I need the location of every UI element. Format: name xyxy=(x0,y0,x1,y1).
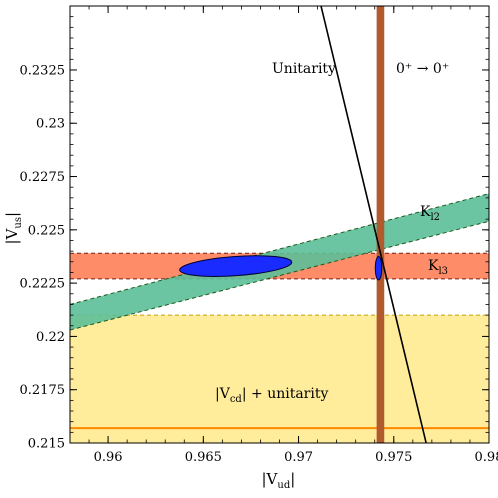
superallowed-band xyxy=(376,6,385,443)
x-tick-label: 0.96 xyxy=(94,450,123,465)
kl2-label: Kl2 xyxy=(420,204,440,223)
x-tick-label: 0.98 xyxy=(475,450,498,465)
unitarity-label: Unitarity xyxy=(272,61,336,77)
y-tick-label: 0.2325 xyxy=(20,63,66,78)
x-tick-label: 0.975 xyxy=(375,450,412,465)
annotations: |Vud| |Vus| Unitarity 0⁺ → 0⁺ Kl2 Kl3 |Vcd| + … xyxy=(3,61,449,491)
x-axis-title: |Vud| xyxy=(262,470,296,491)
superallowed-label: 0⁺ → 0⁺ xyxy=(396,61,449,77)
y-tick-label: 0.2225 xyxy=(20,277,66,292)
vcd-unitarity-band xyxy=(70,315,489,443)
fit-ellipse-2 xyxy=(374,255,383,281)
y-tick-label: 0.23 xyxy=(36,117,65,132)
axis-ticks: 0.96 0.965 0.97 0.975 0.98 0.215 0.2175 0.22 0.2… xyxy=(20,5,498,465)
kl2-band-edge xyxy=(70,193,489,305)
y-axis-title: |Vus| xyxy=(3,212,24,245)
unitarity-line xyxy=(320,6,427,443)
x-tick-label: 0.97 xyxy=(284,450,313,465)
plot-area xyxy=(70,6,489,443)
y-tick-label: 0.2275 xyxy=(20,170,66,185)
kl3-label: Kl3 xyxy=(428,258,448,277)
fit-ellipse-1 xyxy=(179,255,293,277)
x-tick-label: 0.965 xyxy=(185,450,222,465)
vcd-unitarity-label: |Vcd| + unitarity xyxy=(215,386,328,405)
y-tick-label: 0.2175 xyxy=(20,383,66,398)
y-tick-label: 0.22 xyxy=(36,330,65,345)
y-tick-label: 0.225 xyxy=(28,223,65,238)
kl2-band-edge xyxy=(70,220,489,331)
y-tick-label: 0.215 xyxy=(28,437,65,452)
